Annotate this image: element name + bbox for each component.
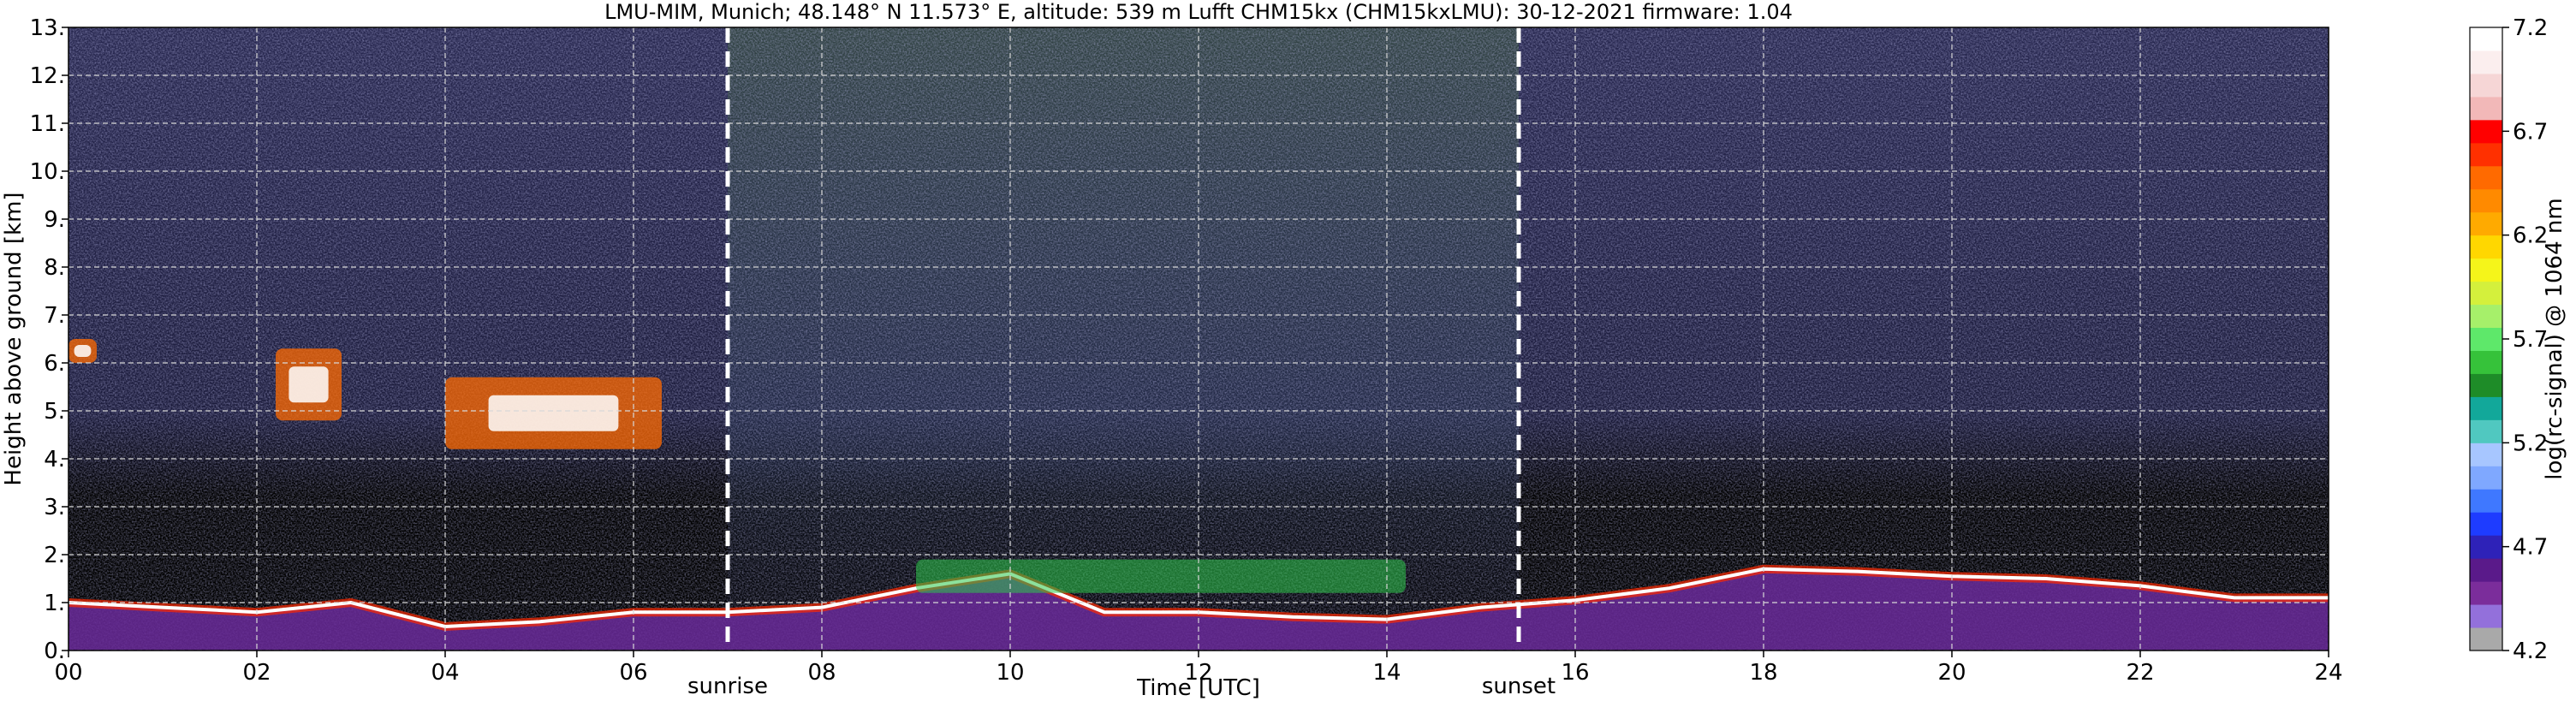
- colorbar-tick-label: 7.2: [2513, 15, 2548, 41]
- x-tick-label: 24: [2314, 660, 2342, 686]
- x-tick-label: 06: [619, 660, 647, 686]
- y-tick-label: 9.: [44, 207, 65, 233]
- y-tick-label: 13.: [30, 15, 65, 41]
- y-tick-label: 10.: [30, 159, 65, 185]
- x-tick-label: 02: [242, 660, 271, 686]
- y-tick-label: 12.: [30, 63, 65, 89]
- cloud-core-feature: [74, 345, 92, 357]
- colorbar-segment: [2470, 142, 2502, 167]
- plot-area: [68, 27, 2329, 651]
- colorbar-segment: [2470, 558, 2502, 582]
- y-tick-label: 5.: [44, 399, 65, 425]
- x-tick-label: 16: [1561, 660, 1589, 686]
- colorbar-segment: [2470, 119, 2502, 144]
- x-tick-label: 04: [431, 660, 459, 686]
- x-tick-label: 20: [1937, 660, 1966, 686]
- sunrise-label: sunrise: [687, 674, 768, 699]
- sunset-label: sunset: [1482, 674, 1556, 699]
- x-tick-label: 00: [54, 660, 82, 686]
- y-axis-label: Height above ground [km]: [1, 192, 27, 485]
- x-tick-label: 14: [1372, 660, 1401, 686]
- y-tick-label: 4.: [44, 447, 65, 472]
- colorbar-segment: [2470, 419, 2502, 443]
- colorbar-segment: [2470, 466, 2502, 490]
- cloud-core-feature: [289, 366, 329, 403]
- colorbar: 4.2 4.7 5.2 5.7 6.2 6.7 7.2: [2469, 15, 2548, 664]
- y-tick-label: 8.: [44, 255, 65, 281]
- y-tick-label: 6.: [44, 351, 65, 377]
- x-tick-label: 12: [1184, 660, 1212, 686]
- colorbar-segment: [2470, 96, 2502, 121]
- colorbar-segment: [2470, 188, 2502, 213]
- colorbar-segment: [2470, 211, 2502, 236]
- y-tick-label: 2.: [44, 543, 65, 568]
- colorbar-segment: [2470, 281, 2502, 306]
- colorbar-segment: [2470, 604, 2502, 628]
- colorbar-segment: [2470, 373, 2502, 397]
- colorbar-segment: [2470, 512, 2502, 536]
- x-tick-label: 10: [996, 660, 1024, 686]
- colorbar-segment: [2470, 350, 2502, 374]
- y-tick-label: 3.: [44, 495, 65, 520]
- colorbar-segment: [2470, 235, 2502, 259]
- colorbar-segment: [2470, 581, 2502, 605]
- colorbar-tick-label: 4.7: [2513, 535, 2548, 561]
- y-tick-label: 11.: [30, 111, 65, 137]
- colorbar-tick-label: 4.2: [2513, 639, 2548, 664]
- colorbar-tick-label: 5.2: [2513, 431, 2548, 456]
- colorbar-segment: [2470, 304, 2502, 329]
- x-axis-label: Time [UTC]: [1136, 675, 1260, 701]
- x-tick-label: 18: [1749, 660, 1777, 686]
- cloud-layer-feature: [916, 559, 1406, 593]
- colorbar-segment: [2470, 627, 2502, 651]
- colorbar-segment: [2470, 50, 2502, 74]
- colorbar-segment: [2470, 27, 2502, 51]
- colorbar-segment: [2470, 258, 2502, 282]
- x-tick-label: 08: [807, 660, 836, 686]
- colorbar-label: log(rc-signal) @ 1064 nm: [2542, 198, 2567, 479]
- colorbar-segment: [2470, 443, 2502, 466]
- colorbar-segment: [2470, 327, 2502, 351]
- y-tick-label: 0.: [44, 639, 65, 664]
- colorbar-tick-label: 6.7: [2513, 119, 2548, 145]
- colorbar-tick-label: 5.7: [2513, 327, 2548, 353]
- y-tick-label: 7.: [44, 303, 65, 329]
- x-tick-label: 22: [2126, 660, 2154, 686]
- y-tick-label: 1.: [44, 591, 65, 616]
- colorbar-segment: [2470, 396, 2502, 420]
- colorbar-segment: [2470, 165, 2502, 190]
- colorbar-tick-label: 6.2: [2513, 223, 2548, 249]
- colorbar-segment: [2470, 489, 2502, 513]
- cloud-core-feature: [488, 395, 619, 431]
- colorbar-segment: [2470, 73, 2502, 98]
- colorbar-segment: [2470, 535, 2502, 559]
- chart-title: LMU-MIM, Munich; 48.148° N 11.573° E, al…: [604, 0, 1793, 24]
